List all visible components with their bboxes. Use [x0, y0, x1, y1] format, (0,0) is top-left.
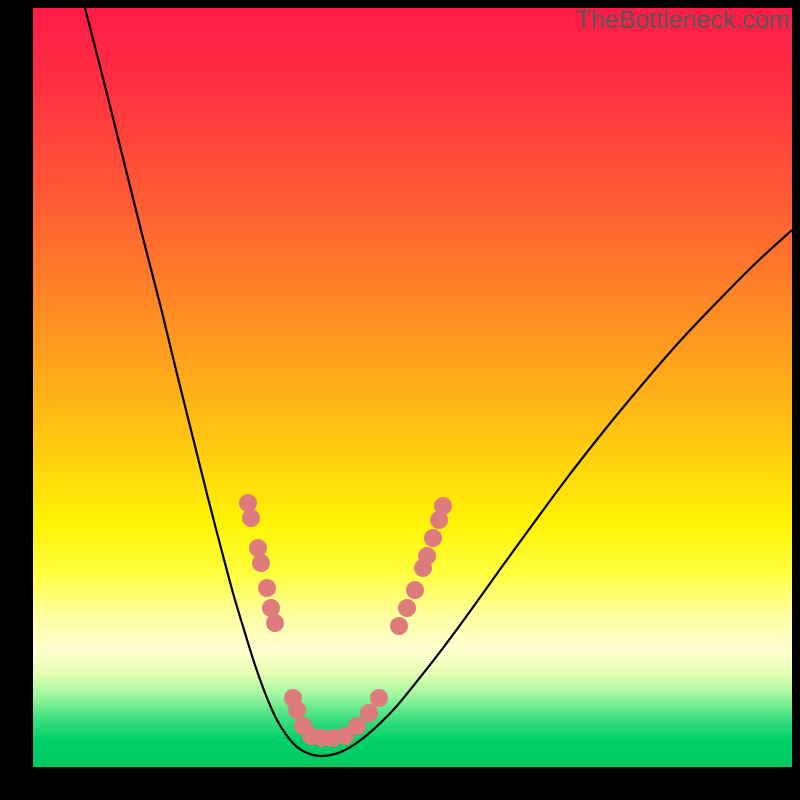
frame-right: [792, 0, 800, 800]
watermark-text: TheBottleneck.com: [576, 6, 790, 35]
frame-bottom: [0, 767, 800, 800]
gradient-background: [33, 8, 792, 767]
frame-left: [0, 0, 33, 800]
plot-area: [33, 8, 792, 767]
frame-top: [0, 0, 800, 8]
